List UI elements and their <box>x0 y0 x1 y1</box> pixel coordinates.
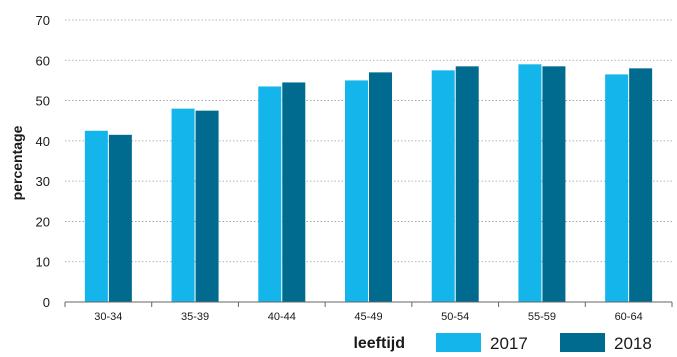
bar-2018-45-49 <box>369 72 392 302</box>
x-tick-label-40-44: 40-44 <box>268 311 296 323</box>
y-tick-label-70: 70 <box>36 13 50 28</box>
bar-2017-30-34 <box>84 130 108 302</box>
x-tick-label-50-54: 50-54 <box>441 311 469 323</box>
bar-2018-60-64 <box>629 68 653 302</box>
bar-2018-30-34 <box>108 134 132 302</box>
bar-2017-50-54 <box>431 70 455 302</box>
x-tick-label-35-39: 35-39 <box>181 311 209 323</box>
bar-2018-35-39 <box>195 110 219 303</box>
y-tick-label-30: 30 <box>36 174 50 189</box>
y-tick-label-20: 20 <box>36 214 50 229</box>
bar-2018-50-54 <box>455 66 479 302</box>
bar-2018-40-44 <box>282 82 306 302</box>
x-tick-label-30-34: 30-34 <box>94 311 122 323</box>
y-axis-label: percentage <box>9 125 25 200</box>
legend-swatch-2017 <box>436 333 481 352</box>
legend-label-2018: 2018 <box>614 334 652 352</box>
x-tick-label-45-49: 45-49 <box>354 311 382 323</box>
bar-2017-40-44 <box>258 86 282 302</box>
bar-2018-55-59 <box>542 66 566 302</box>
x-tick-label-60-64: 60-64 <box>615 311 643 323</box>
bars <box>84 64 653 303</box>
y-tick-label-0: 0 <box>43 295 50 310</box>
x-axis-label: leeftijd <box>353 335 405 352</box>
y-tick-label-50: 50 <box>36 94 50 109</box>
legend: 2017 2018 <box>436 333 652 353</box>
y-tick-label-40: 40 <box>36 134 50 149</box>
y-tick-labels: 0 10 20 30 40 50 60 70 <box>36 13 50 310</box>
x-tick-label-55-59: 55-59 <box>528 311 556 323</box>
axes <box>64 301 673 307</box>
bar-2017-45-49 <box>345 80 368 302</box>
bar-2017-35-39 <box>171 108 195 302</box>
y-tick-label-10: 10 <box>36 255 50 270</box>
y-tick-label-60: 60 <box>36 53 50 68</box>
gridlines <box>65 19 672 263</box>
x-tick-labels: 30-34 35-39 40-44 45-49 50-54 55-59 60-64 <box>94 311 642 323</box>
legend-label-2017: 2017 <box>490 334 528 352</box>
bar-2017-60-64 <box>605 74 629 302</box>
legend-swatch-2018 <box>560 333 605 352</box>
bar-2017-55-59 <box>518 64 542 302</box>
